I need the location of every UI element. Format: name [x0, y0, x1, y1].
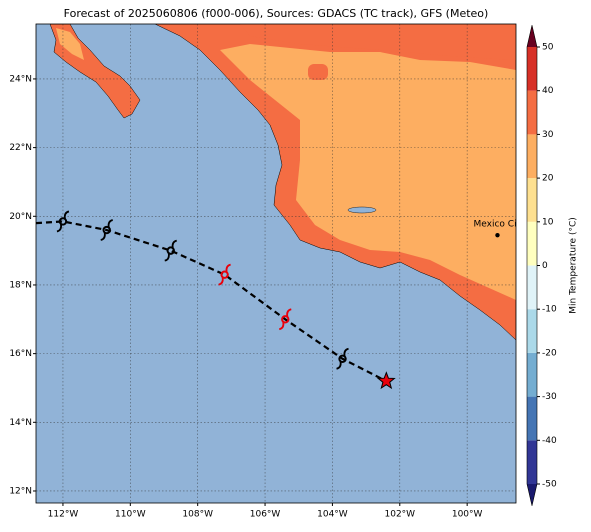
y-tick-label: 18°N — [9, 280, 32, 290]
colorbar-band — [527, 309, 537, 353]
storm-arm — [279, 321, 285, 331]
colorbar-band — [527, 440, 537, 484]
colorbar-band — [527, 352, 537, 397]
y-tick-label: 20°N — [9, 212, 32, 222]
city-marker — [495, 232, 500, 238]
colorbar-band — [527, 90, 537, 135]
storm-eye — [166, 246, 175, 255]
colorbar-band — [527, 265, 537, 310]
x-tick-label: 100°W — [452, 510, 483, 520]
mainland-interior — [220, 44, 516, 300]
colorbar-tick-label: -10 — [542, 305, 557, 315]
y-tick-label: 14°N — [9, 418, 32, 428]
storm-arm — [343, 347, 349, 357]
x-tick-label: 106°W — [250, 510, 281, 520]
storm-arm — [56, 223, 63, 233]
map-frame — [35, 23, 517, 504]
storm-eye — [58, 217, 68, 226]
title: Forecast of 2025060806 (f000-006), Sourc… — [64, 7, 489, 20]
north-band — [240, 24, 516, 60]
colorbar: -50 -40 -30 -20 -10 0 10 20 30 40 50 Min Temperatur… — [526, 25, 579, 506]
hot-patch — [308, 64, 328, 80]
storm-symbol — [56, 210, 70, 233]
colorbar-band — [527, 178, 537, 222]
storm-eye — [338, 354, 347, 363]
x-tick-label: 102°W — [385, 510, 416, 520]
storm-arm — [286, 308, 292, 317]
colorbar-band — [527, 134, 537, 179]
storm-arm — [63, 210, 70, 220]
current-position — [376, 371, 396, 390]
city-label: Mexico City — [474, 220, 527, 230]
colorbar-tick-label: 50 — [542, 43, 554, 53]
storm-symbol — [218, 263, 231, 286]
storm-eye — [281, 315, 290, 324]
y-tick-label: 16°N — [9, 349, 32, 359]
y-tick-label: 24°N — [9, 74, 32, 84]
colorbar-tick-label: -30 — [542, 392, 557, 402]
storm-symbol — [164, 239, 177, 262]
colorbar-band — [527, 47, 537, 91]
storm-eye — [220, 270, 229, 279]
colorbar-under — [527, 484, 537, 506]
storm-arm — [336, 361, 342, 370]
x-tick-label: 110°W — [115, 510, 146, 520]
colorbar-tick-label: 20 — [542, 174, 554, 184]
x-tick-label: 112°W — [48, 510, 79, 520]
gridlines — [36, 24, 516, 503]
track-layer: Mexico City — [36, 210, 527, 390]
colorbar-tick-label: 40 — [542, 86, 554, 96]
lake — [347, 206, 377, 214]
colorbar-over — [527, 25, 537, 47]
colorbar-tick-label: -50 — [542, 480, 557, 490]
storm-symbol — [336, 347, 349, 370]
colorbar-tick-label: 30 — [542, 130, 554, 140]
storm-arm — [225, 263, 231, 273]
track-line — [36, 220, 387, 383]
colorbar-label: Min Temperature (°C) — [569, 217, 579, 314]
colorbar-tick-label: 0 — [542, 261, 548, 271]
map-area: Mexico City — [36, 24, 527, 503]
y-tick-label: 12°N — [9, 486, 32, 496]
x-tick-label: 104°W — [317, 510, 348, 520]
colorbar-band — [527, 396, 537, 441]
y-tick-label: 22°N — [9, 143, 32, 153]
storm-arm — [164, 252, 170, 262]
colorbar-tick-label: 10 — [542, 217, 554, 227]
storm-arm — [107, 219, 113, 228]
colorbar-band — [527, 221, 537, 266]
storm-eye — [102, 225, 111, 235]
x-tick-label: 108°W — [182, 510, 213, 520]
storm-arm — [100, 232, 106, 241]
colorbar-tick-label: -40 — [542, 436, 557, 446]
storm-symbol — [100, 219, 113, 241]
storm-arm — [171, 239, 177, 249]
storm-arm — [218, 277, 224, 286]
storm-symbol — [279, 308, 292, 331]
colorbar-tick-label: -20 — [542, 348, 557, 358]
